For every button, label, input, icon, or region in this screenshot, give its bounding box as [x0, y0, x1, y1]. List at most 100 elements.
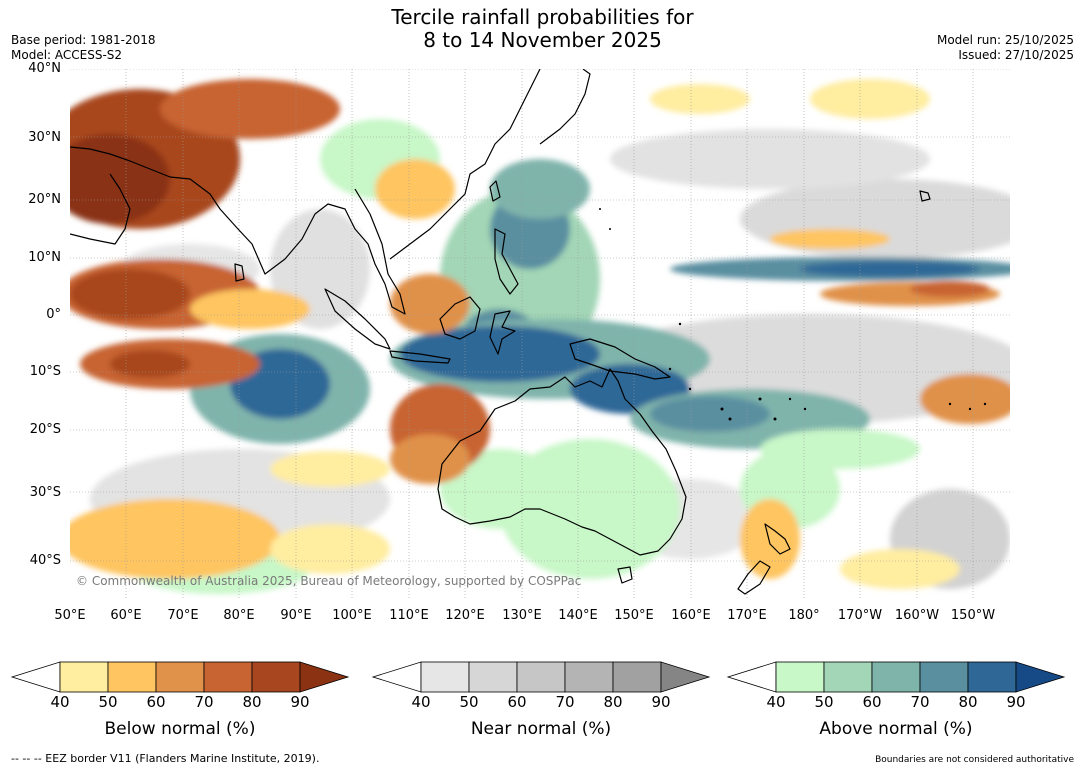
colorbar-near-tick: 50: [459, 693, 479, 711]
colorbar-near-lower-extend: [371, 661, 422, 693]
colorbar-above-tick: 70: [910, 693, 930, 711]
colorbar-near-swatch-60: [516, 661, 566, 693]
colorbar-near-tick: 70: [555, 693, 575, 711]
australia-coast: [437, 368, 687, 556]
colorbar-near-normal: [371, 661, 711, 693]
lon-tick-170e: 170°E: [727, 608, 767, 623]
lon-tick-150e: 150°E: [614, 608, 654, 623]
colorbar-below-tick: 60: [146, 693, 166, 711]
map-title-line1: Tercile rainfall probabilities for: [391, 5, 694, 29]
sumatra-coast: [324, 288, 391, 350]
lat-tick-40s: 40°S: [29, 553, 61, 568]
tasmania-coast: [617, 566, 633, 584]
lon-tick-180: 180°: [788, 608, 820, 623]
map-title-line2: 8 to 14 November 2025: [423, 28, 662, 52]
lon-tick-160e: 160°E: [671, 608, 711, 623]
colorbar-below-tick: 70: [194, 693, 214, 711]
copyright-notice: © Commonwealth of Australia 2025, Bureau…: [76, 574, 582, 588]
gridlines: [70, 69, 1010, 600]
lon-tick-110e: 110°E: [389, 608, 429, 623]
eez-border-note: -- -- -- EEZ border V11 (Flanders Marine…: [11, 752, 320, 765]
lon-tick-80e: 80°E: [223, 608, 255, 623]
colorbar-below-lower-extend: [10, 661, 61, 693]
colorbar-near-tick: 60: [507, 693, 527, 711]
colorbar-above-swatch-70: [919, 661, 969, 693]
colorbar-below-swatch-70: [203, 661, 253, 693]
sulawesi-coast: [489, 310, 516, 355]
colorbar-below-tick: 80: [242, 693, 262, 711]
lon-tick-60e: 60°E: [110, 608, 142, 623]
lat-tick-20s: 20°S: [29, 422, 61, 437]
colorbar-below-tick: 90: [290, 693, 310, 711]
colorbar-below-swatch-80: [251, 661, 301, 693]
colorbar-above-lower-extend: [726, 661, 777, 693]
taiwan-coast: [489, 180, 501, 202]
colorbar-above-tick: 40: [766, 693, 786, 711]
philippines-coast: [494, 228, 519, 295]
colorbar-near-upper-extend: [660, 661, 711, 693]
lon-tick-150w: 150°W: [950, 608, 996, 623]
rainfall-probability-map: [70, 69, 1010, 600]
map-canvas: [70, 69, 1010, 600]
lon-tick-50e: 50°E: [54, 608, 86, 623]
colorbar-legend: [10, 661, 1066, 693]
sri-lanka-coast: [234, 263, 245, 282]
lon-tick-70e: 70°E: [167, 608, 199, 623]
lon-tick-170w: 170°W: [837, 608, 883, 623]
lat-tick-20n: 20°N: [28, 192, 61, 207]
japan-coast: [539, 69, 591, 145]
colorbar-below-normal: [10, 661, 350, 693]
colorbar-near-swatch-50: [468, 661, 518, 693]
new-zealand-north: [764, 523, 791, 555]
asia-coast: [70, 146, 406, 315]
model-run: Model run: 25/10/2025: [936, 33, 1074, 47]
probability-field: [70, 79, 1010, 594]
colorbar-above-swatch-40: [775, 661, 825, 693]
colorbar-below-tick: 50: [98, 693, 118, 711]
colorbar-near-tick: 40: [411, 693, 431, 711]
lon-tick-100e: 100°E: [332, 608, 372, 623]
colorbar-above-tick: 50: [814, 693, 834, 711]
colorbar-near-tick: 80: [603, 693, 623, 711]
colorbar-above-swatch-60: [871, 661, 921, 693]
lat-tick-10s: 10°S: [29, 364, 61, 379]
colorbar-near-swatch-70: [564, 661, 614, 693]
colorbar-below-swatch-40: [59, 661, 109, 693]
colorbar-near-swatch-80: [612, 661, 662, 693]
colorbar-above-swatch-50: [823, 661, 873, 693]
new-zealand-south: [737, 560, 771, 595]
colorbar-above-swatch-80: [967, 661, 1017, 693]
lon-tick-140e: 140°E: [558, 608, 598, 623]
lon-tick-120e: 120°E: [445, 608, 485, 623]
colorbar-below-upper-extend: [299, 661, 350, 693]
colorbar-above-normal: [726, 661, 1066, 693]
legend-label-near: Near normal (%): [470, 719, 612, 739]
lat-tick-10n: 10°N: [28, 250, 61, 265]
java-coast: [389, 350, 451, 364]
colorbar-above-tick: 90: [1006, 693, 1026, 711]
colorbar-above-tick: 60: [862, 693, 882, 711]
lat-tick-30s: 30°S: [29, 485, 61, 500]
new-guinea-coast: [569, 338, 671, 380]
hawaii-coast: [919, 190, 931, 202]
lon-tick-90e: 90°E: [280, 608, 312, 623]
pacific-islands: [599, 208, 987, 421]
base-period: Base period: 1981-2018: [11, 33, 156, 47]
china-east-coast: [389, 69, 541, 260]
model-name: Model: ACCESS-S2: [11, 48, 123, 62]
lon-tick-130e: 130°E: [502, 608, 542, 623]
colorbar-near-swatch-40: [420, 661, 470, 693]
lon-tick-160w: 160°W: [894, 608, 940, 623]
colorbar-near-tick: 90: [651, 693, 671, 711]
colorbar-below-swatch-60: [155, 661, 205, 693]
colorbar-above-tick: 80: [958, 693, 978, 711]
coastlines: [70, 69, 931, 595]
lat-tick-40n: 40°N: [28, 61, 61, 76]
borneo-coast: [439, 296, 481, 340]
issued-date: Issued: 27/10/2025: [958, 48, 1074, 62]
colorbar-below-tick: 40: [50, 693, 70, 711]
colorbar-above-upper-extend: [1015, 661, 1066, 693]
lat-tick-30n: 30°N: [28, 130, 61, 145]
legend-label-below: Below normal (%): [104, 719, 256, 739]
lat-tick-0: 0°: [46, 307, 61, 322]
